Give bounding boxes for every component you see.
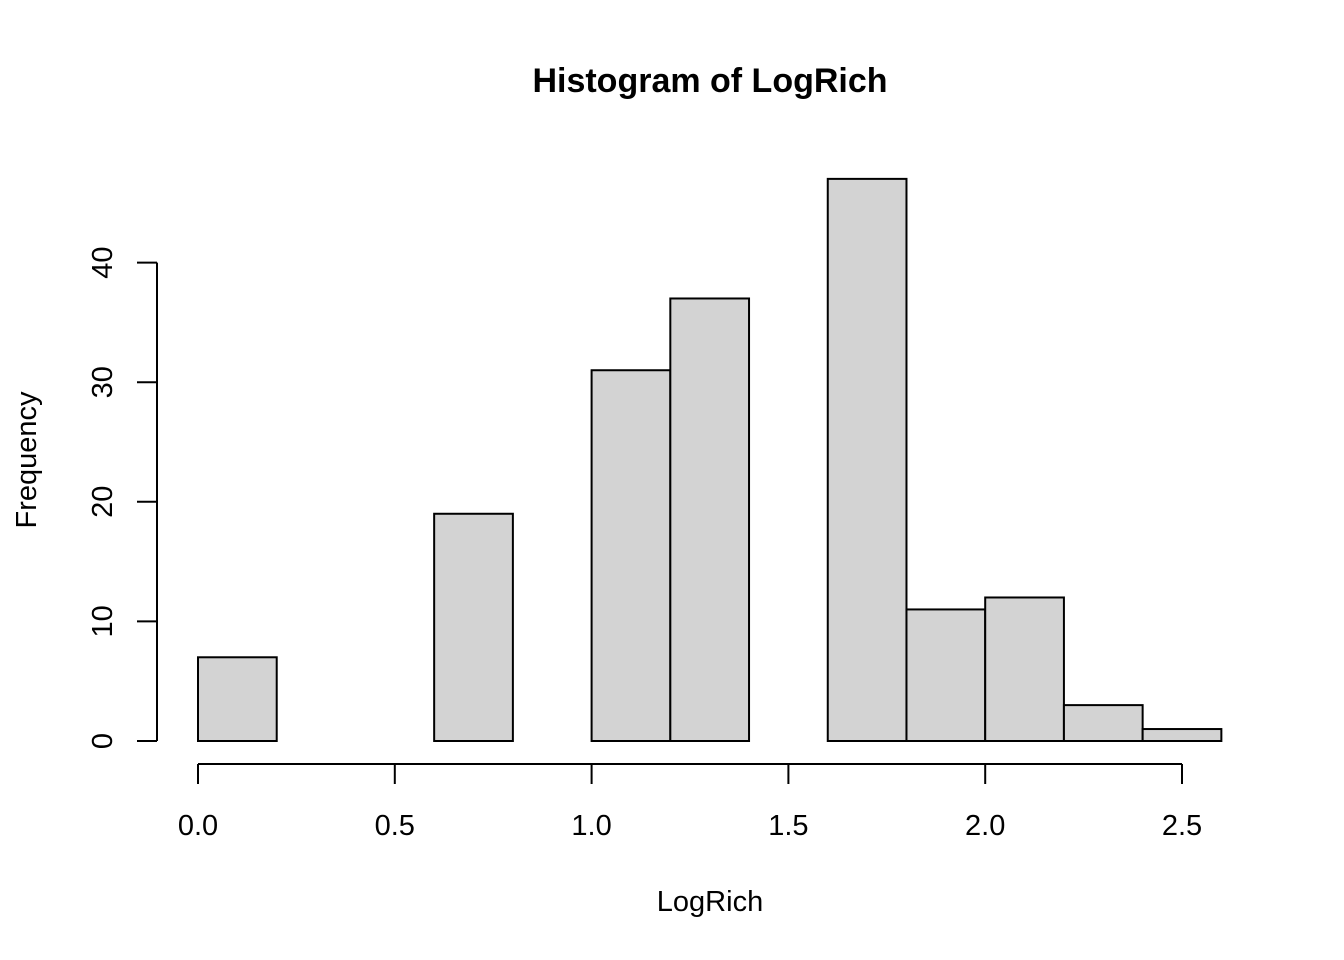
x-axis: 0.0 0.5 1.0 1.5 2.0 2.5	[178, 763, 1202, 842]
y-tick-label: 10	[87, 605, 119, 637]
y-axis-label: Frequency	[11, 391, 43, 529]
histogram-bar-10	[984, 596, 1065, 742]
x-tick-label: 1.5	[768, 810, 808, 842]
y-axis: 0 10 20 30 40	[87, 246, 158, 749]
y-tick-label: 20	[87, 486, 119, 518]
histogram-bar-5	[590, 369, 672, 742]
x-tick-label: 0.0	[178, 810, 218, 842]
histogram-bar-12	[1141, 728, 1223, 742]
x-ticks: 0.0 0.5 1.0 1.5 2.0 2.5	[178, 764, 1202, 842]
chart-title: Histogram of LogRich	[532, 62, 887, 100]
histogram-bar-11	[1062, 704, 1144, 742]
bars-group	[197, 177, 1223, 743]
histogram-bar-9	[905, 608, 987, 742]
histogram-bar-8	[826, 177, 908, 742]
y-tick-label: 30	[87, 366, 119, 398]
y-tick-label: 40	[87, 246, 119, 278]
histogram-bar-0	[197, 656, 278, 743]
x-tick-label: 1.0	[571, 810, 611, 842]
x-axis-label: LogRich	[657, 886, 763, 918]
x-tick-label: 0.5	[375, 810, 415, 842]
x-tick-label: 2.0	[965, 810, 1005, 842]
y-ticks: 0 10 20 30 40	[87, 246, 157, 749]
x-tick-label: 2.5	[1162, 810, 1202, 842]
y-tick-label: 0	[87, 733, 119, 749]
histogram-bar-3	[433, 512, 514, 743]
histogram-bar-6	[669, 297, 751, 742]
